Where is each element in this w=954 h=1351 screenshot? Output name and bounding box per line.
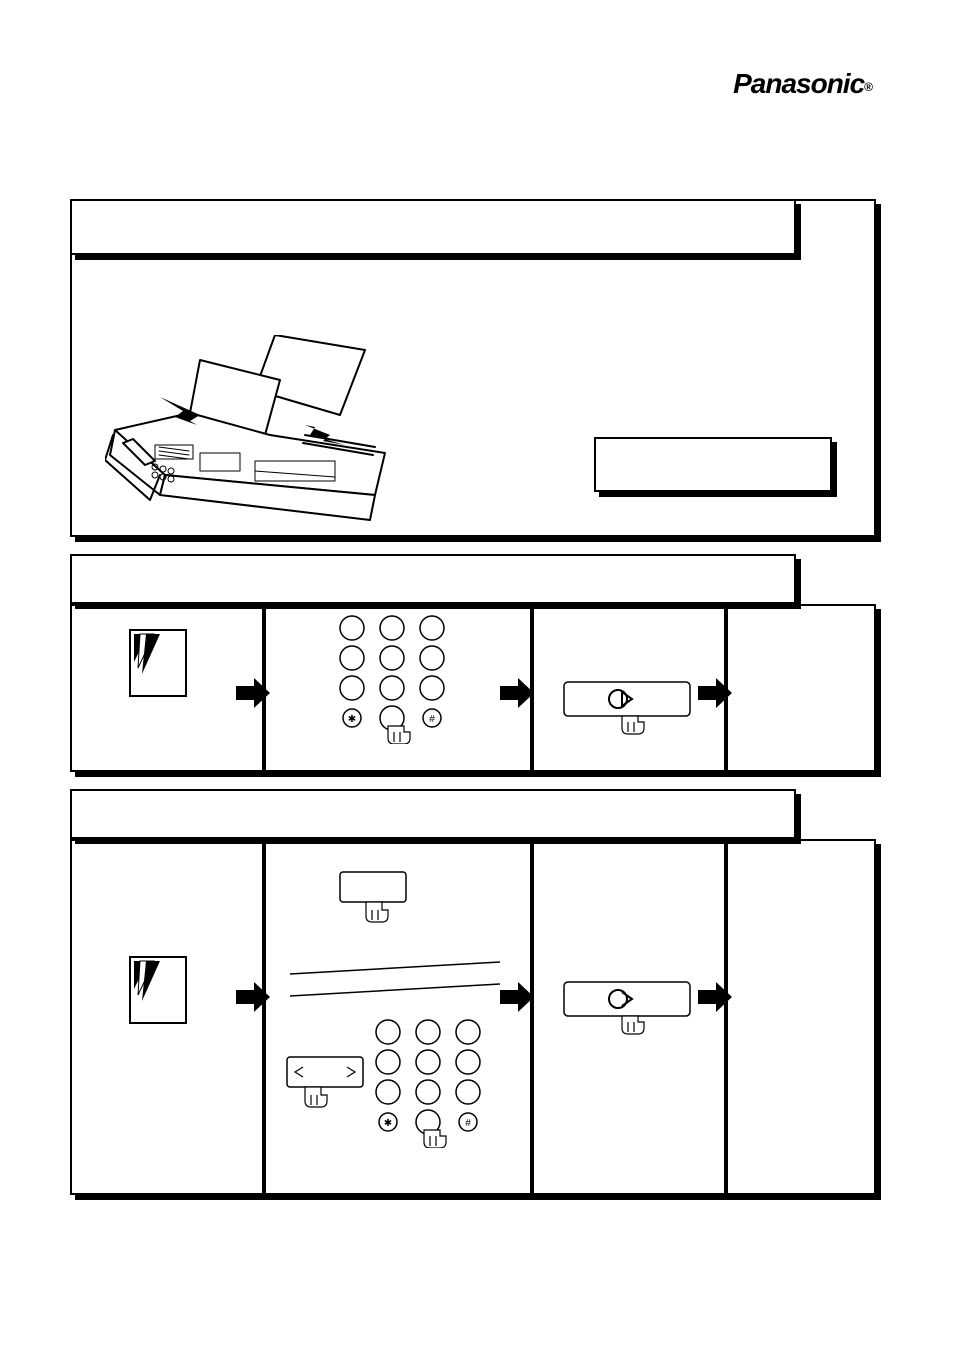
fax-machine-icon xyxy=(105,335,395,530)
wide-button-icon xyxy=(285,1055,365,1110)
section1-header xyxy=(70,199,796,255)
right-arrow-icon xyxy=(236,982,270,1012)
svg-text:✱: ✱ xyxy=(348,714,356,725)
start-button-icon xyxy=(562,980,692,1035)
section2-col4 xyxy=(726,604,876,772)
keypad-icon: ✱ # xyxy=(332,614,452,744)
section3-header xyxy=(70,789,796,839)
svg-text:#: # xyxy=(429,714,435,725)
paper-icon xyxy=(128,955,188,1025)
right-arrow-icon xyxy=(500,982,534,1012)
right-arrow-icon xyxy=(236,678,270,708)
brand-reg: ® xyxy=(864,80,872,94)
right-arrow-icon xyxy=(698,678,732,708)
right-arrow-icon xyxy=(500,678,534,708)
svg-text:✱: ✱ xyxy=(384,1118,392,1129)
small-button-icon xyxy=(338,870,408,925)
section2-header xyxy=(70,554,796,604)
section1-smallbox xyxy=(594,437,832,492)
brand-logo: Panasonic® xyxy=(733,68,872,100)
start-button-icon xyxy=(562,680,692,735)
svg-text:#: # xyxy=(465,1118,471,1129)
keypad-icon: ✱ # xyxy=(368,1018,488,1148)
section3-col4 xyxy=(726,839,876,1195)
right-arrow-icon xyxy=(698,982,732,1012)
brand-text: Panasonic xyxy=(733,68,864,99)
divider-lines-icon xyxy=(290,960,500,1000)
paper-icon xyxy=(128,628,188,698)
